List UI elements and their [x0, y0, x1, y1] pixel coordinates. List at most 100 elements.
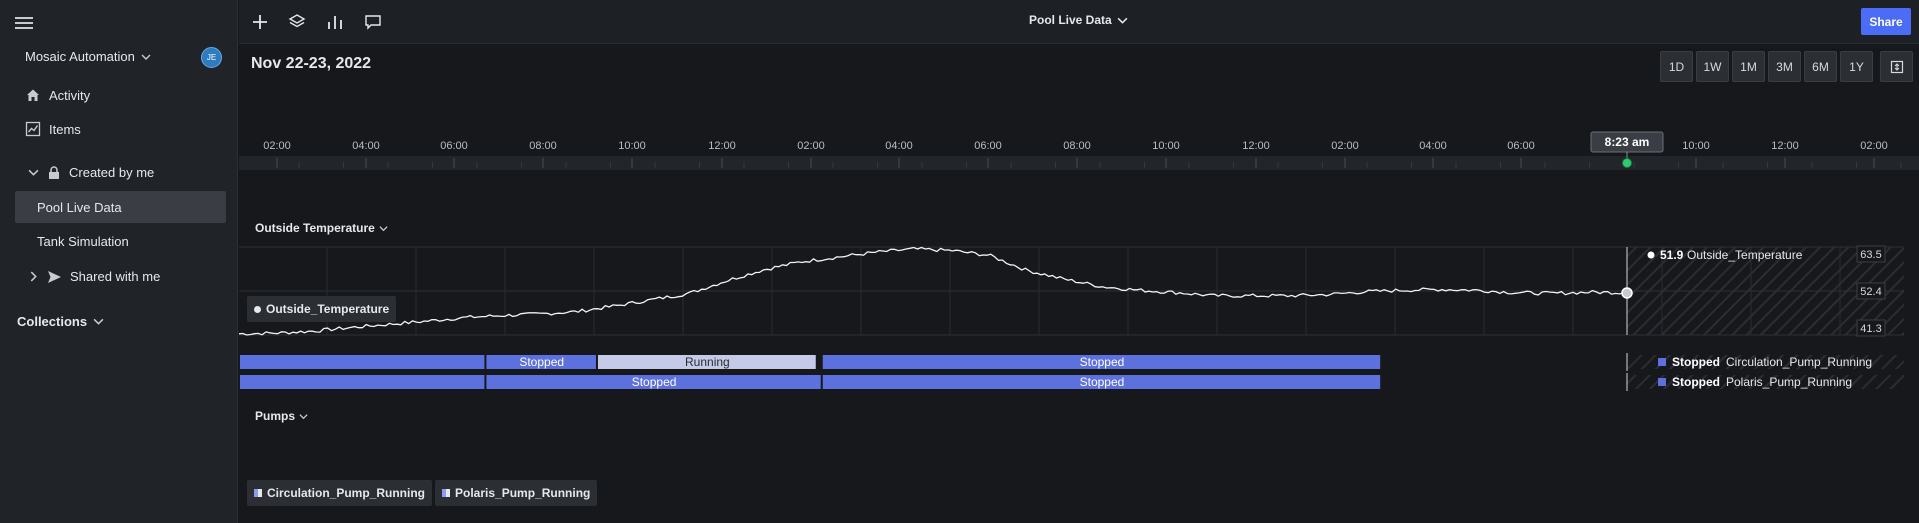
timeline-tick-label: 06:00 — [440, 140, 468, 152]
panel-title-pumps[interactable]: Pumps — [255, 409, 308, 423]
state-segment-label: Stopped — [632, 375, 677, 389]
timeline-tick-label: 04:00 — [352, 140, 380, 152]
y-tick-badge — [1856, 245, 1886, 263]
state-segment-label: Stopped — [1080, 355, 1125, 369]
layers-icon[interactable] — [286, 11, 308, 33]
sidebar-item-label: Activity — [49, 87, 91, 103]
range-1y-button[interactable]: 1Y — [1840, 51, 1873, 82]
file-tank-simulation[interactable]: Tank Simulation — [37, 233, 129, 249]
add-icon[interactable] — [249, 11, 271, 33]
y-tick-badge — [1856, 319, 1886, 337]
state-segment[interactable] — [240, 355, 485, 369]
chevron-right-icon — [30, 271, 37, 282]
range-3m-button[interactable]: 3M — [1768, 51, 1801, 82]
timeline-tick-label: 02:00 — [1860, 140, 1888, 152]
range-1d-button[interactable]: 1D — [1660, 51, 1693, 82]
state-segment-label: Stopped — [1080, 375, 1125, 389]
document-title-text: Pool Live Data — [1029, 13, 1112, 27]
y-tick-badge — [1856, 282, 1886, 300]
home-icon — [27, 89, 39, 101]
main-canvas: Nov 22-23, 2022 1D 1W 1M 3M 6M 1Y 02:00 0… — [239, 45, 1919, 523]
folder-created-by-me[interactable]: Created by me — [28, 165, 154, 180]
timeline-tick-label: 12:00 — [708, 140, 736, 152]
series-dot-icon — [254, 305, 261, 313]
timeline-tick-label: 06:00 — [974, 140, 1002, 152]
state-segment[interactable] — [240, 375, 485, 389]
chevron-down-icon — [28, 169, 39, 176]
timeline-tick-label: 08:00 — [1063, 140, 1091, 152]
panel-title-outside-temperature[interactable]: Outside Temperature — [255, 221, 388, 235]
range-1w-button[interactable]: 1W — [1696, 51, 1729, 82]
series-square-icon — [254, 489, 262, 497]
panel-title-text: Pumps — [255, 409, 296, 423]
timeline-tick-label: 10:00 — [618, 140, 646, 152]
avatar[interactable]: JE — [201, 47, 222, 68]
share-button[interactable]: Share — [1861, 8, 1911, 35]
current-point — [1621, 287, 1633, 299]
range-6m-button[interactable]: 6M — [1804, 51, 1837, 82]
legend-label: Polaris_Pump_Running — [455, 486, 591, 500]
lock-icon — [49, 165, 59, 179]
legend-chip-circulation-pump[interactable]: Circulation_Pump_Running — [247, 480, 433, 506]
timeline-tick-label: 04:00 — [1419, 140, 1447, 152]
collections-label: Collections — [17, 314, 88, 329]
state-segment[interactable] — [597, 355, 816, 369]
timeline-tick-label: 06:00 — [1507, 140, 1535, 152]
time-range-selector: 1D 1W 1M 3M 6M 1Y — [1660, 51, 1873, 82]
range-1m-button[interactable]: 1M — [1732, 51, 1765, 82]
current-series-label: Outside_Temperature — [1687, 248, 1803, 262]
y-tick-label: 52.4 — [1860, 286, 1881, 298]
chevron-down-icon — [379, 225, 388, 231]
comment-icon[interactable] — [362, 11, 384, 33]
file-pool-live-data[interactable]: Pool Live Data — [15, 191, 226, 223]
state-segment[interactable] — [486, 375, 821, 389]
timeline-track[interactable] — [239, 156, 1919, 170]
expand-icon — [1890, 60, 1903, 73]
state-segment[interactable] — [822, 355, 1381, 369]
timeline-tick-label: 12:00 — [1242, 140, 1270, 152]
chevron-down-icon — [141, 54, 151, 60]
hamburger-menu-icon[interactable] — [15, 14, 33, 32]
folder-label: Created by me — [69, 165, 155, 180]
timeline-tick-label: 12:00 — [1771, 140, 1799, 152]
y-tick-label: 41.3 — [1860, 323, 1881, 335]
workspace-switcher[interactable]: Mosaic Automation — [25, 49, 151, 64]
sidebar-item-items[interactable]: Items — [25, 121, 81, 137]
state-square-icon — [1658, 358, 1666, 366]
folder-label: Shared with me — [70, 269, 161, 284]
timeline-tick-label: 10:00 — [1682, 140, 1710, 152]
timeline-tick-label: 02:00 — [263, 140, 291, 152]
timeline-tick-label: 02:00 — [797, 140, 825, 152]
future-hatch-area — [1627, 355, 1904, 369]
state-segment[interactable] — [486, 355, 596, 369]
sidebar: Mosaic Automation JE Activity Items Crea… — [0, 0, 238, 523]
bar-chart-icon[interactable] — [324, 11, 346, 33]
cursor-dot-icon[interactable] — [1622, 158, 1632, 168]
timeline-tick-label: 04:00 — [885, 140, 913, 152]
cursor-time-label: 8:23 am — [1605, 135, 1650, 149]
future-hatch-area — [1627, 375, 1904, 389]
timeline-tick-label: 08:00 — [529, 140, 557, 152]
panel-title-text: Outside Temperature — [255, 221, 375, 235]
sidebar-item-label: Items — [49, 121, 81, 137]
state-segment[interactable] — [822, 375, 1381, 389]
current-state: Stopped — [1672, 375, 1720, 389]
folder-shared-with-me[interactable]: Shared with me — [28, 269, 160, 284]
legend-chip-outside-temperature[interactable]: Outside_Temperature — [247, 296, 397, 322]
series-dot-icon — [1647, 251, 1655, 259]
expand-button[interactable] — [1880, 51, 1913, 82]
state-square-icon — [1658, 378, 1666, 386]
chart-line-icon — [25, 121, 41, 137]
legend-label: Outside_Temperature — [266, 302, 390, 316]
current-state-series-label: Polaris_Pump_Running — [1726, 375, 1852, 389]
page-title: Nov 22-23, 2022 — [251, 55, 372, 72]
sidebar-item-activity[interactable]: Activity — [25, 87, 90, 103]
state-segment-label: Stopped — [519, 355, 564, 369]
timeline-tick-label: 10:00 — [1152, 140, 1180, 152]
send-icon — [48, 270, 61, 283]
collections-section[interactable]: Collections — [17, 314, 104, 329]
document-title[interactable]: Pool Live Data — [1029, 13, 1128, 27]
legend-chip-polaris-pump[interactable]: Polaris_Pump_Running — [435, 480, 598, 506]
chevron-down-icon — [1117, 17, 1128, 24]
chevron-down-icon — [93, 318, 104, 325]
